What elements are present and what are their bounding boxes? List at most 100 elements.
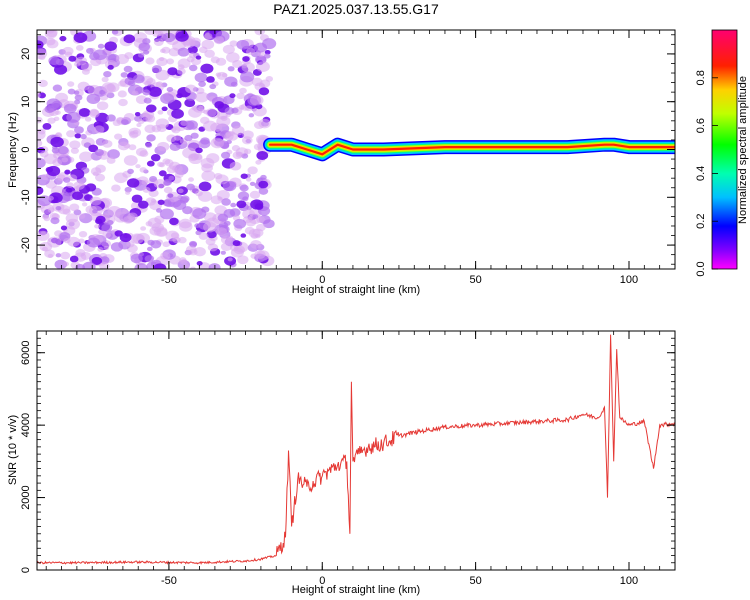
noise-speck (139, 167, 147, 173)
noise-speck (160, 93, 175, 105)
noise-speck (226, 139, 232, 145)
noise-speck (210, 137, 225, 149)
noise-speck (166, 86, 174, 93)
noise-speck (89, 196, 102, 206)
x-tick-label: 0 (319, 575, 325, 587)
noise-speck (153, 226, 168, 237)
noise-speck (162, 199, 172, 207)
noise-speck (235, 151, 244, 158)
noise-speck (258, 87, 270, 96)
noise-speck (84, 116, 92, 122)
noise-speck (162, 241, 171, 248)
noise-speck (240, 233, 247, 238)
noise-speck (37, 230, 50, 241)
noise-speck (95, 215, 106, 224)
noise-speck (184, 98, 196, 108)
noise-speck (265, 76, 274, 82)
noise-speck (52, 84, 63, 92)
x-tick-label: -50 (161, 575, 177, 587)
noise-speck (72, 191, 84, 200)
noise-speck (157, 141, 170, 152)
noise-speck (220, 151, 231, 159)
noise-speck (169, 142, 181, 151)
noise-speck (51, 147, 60, 154)
snr-xlabel: Height of straight line (km) (292, 584, 420, 596)
noise-speck (166, 165, 178, 174)
noise-speck (66, 182, 74, 188)
noise-speck (195, 147, 203, 154)
noise-speck (264, 49, 271, 55)
y-tick-label: -20 (20, 237, 32, 253)
noise-speck (135, 164, 141, 169)
noise-speck (258, 118, 271, 129)
noise-speck (94, 149, 104, 156)
noise-speck (63, 261, 70, 267)
noise-speck (86, 47, 94, 54)
noise-speck (88, 144, 99, 153)
noise-speck (79, 151, 93, 162)
y-tick-label: 6000 (20, 340, 32, 364)
noise-speck (185, 120, 198, 130)
noise-speck (146, 134, 156, 142)
noise-speck (103, 70, 112, 78)
noise-speck (48, 192, 63, 204)
noise-speck (119, 232, 132, 243)
noise-speck (134, 112, 141, 117)
noise-speck (188, 107, 202, 118)
noise-speck (82, 261, 96, 269)
noise-speck (101, 76, 109, 83)
noise-speck (146, 78, 156, 86)
noise-speck (62, 208, 71, 215)
noise-speck (143, 49, 150, 55)
noise-speck (120, 72, 128, 78)
noise-speck (66, 130, 76, 138)
noise-speck (73, 32, 88, 43)
noise-speck (166, 58, 175, 65)
noise-speck (143, 97, 152, 104)
noise-speck (201, 170, 216, 182)
y-tick-label: 4000 (20, 413, 32, 437)
colorbar-tick-label: 0.4 (695, 166, 707, 181)
noise-speck (37, 40, 44, 50)
noise-speck (215, 227, 227, 236)
noise-speck (102, 140, 113, 148)
noise-speck (37, 157, 46, 169)
noise-speck (194, 72, 208, 83)
noise-speck (137, 118, 145, 125)
snr-line (37, 334, 675, 565)
snr-panel: -50 0 50 100 0 2000 4000 6000 Height of straigh… (7, 330, 676, 596)
noise-speck (44, 249, 55, 258)
noise-speck (94, 224, 100, 229)
snr-series (37, 334, 675, 565)
noise-speck (151, 30, 162, 37)
spectrogram-panel: -50 0 50 100 -20 -10 0 10 20 Height of straight … (7, 29, 676, 296)
noise-speck (206, 153, 220, 164)
noise-speck (166, 134, 177, 143)
noise-speck (107, 205, 122, 217)
noise-speck (185, 249, 193, 256)
noise-speck (156, 57, 168, 67)
noise-speck (196, 261, 203, 266)
x-tick-label: 50 (470, 274, 482, 286)
noise-speck (123, 155, 138, 166)
colorbar-tick-label: 0.2 (695, 214, 707, 229)
noise-speck (114, 133, 123, 140)
noise-speck (202, 120, 218, 132)
snr-plot-area (37, 331, 675, 570)
noise-speck (194, 223, 201, 228)
noise-speck (248, 113, 255, 118)
noise-speck (103, 245, 110, 251)
x-tick-label: 100 (620, 575, 638, 587)
noise-speck (160, 48, 166, 54)
y-tick-label: 0 (20, 567, 32, 573)
noise-speck (55, 205, 62, 211)
noise-speck (198, 81, 206, 88)
noise-speck (138, 52, 145, 58)
noise-speck (198, 190, 213, 202)
noise-speck (256, 150, 269, 160)
noise-speck (163, 186, 173, 194)
noise-speck (207, 243, 219, 252)
noise-speck (99, 89, 106, 95)
noise-speck (98, 229, 105, 235)
noise-speck (118, 80, 127, 87)
